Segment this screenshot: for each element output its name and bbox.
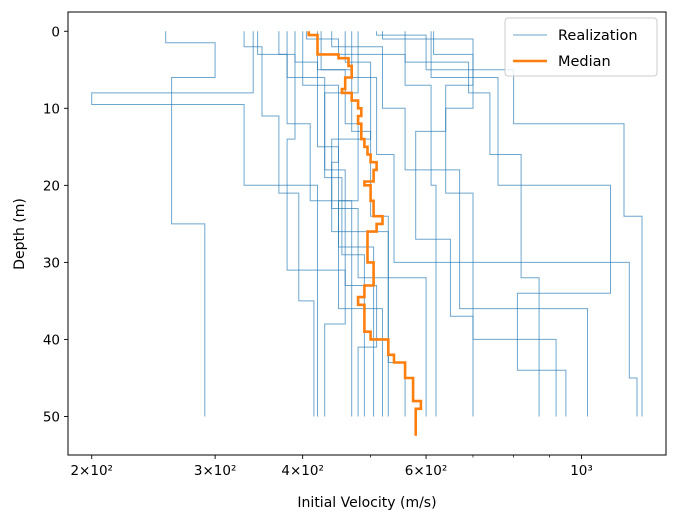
x-axis-ticks: 2×10² 3×10² 4×10² 6×10² 10³ xyxy=(70,455,593,479)
realization-line-1 xyxy=(165,31,216,417)
legend-realization-label: Realization xyxy=(558,28,638,44)
y-tick-label-0: 0 xyxy=(51,24,60,40)
realization-line-18 xyxy=(382,31,474,417)
realization-line-11 xyxy=(433,31,557,417)
y-tick-label-50: 50 xyxy=(43,409,60,425)
plot-frame xyxy=(67,11,667,456)
x-tick-label-200: 2×10² xyxy=(70,463,113,479)
legend: Realization Median xyxy=(504,17,658,77)
y-axis-title: Depth (m) xyxy=(12,198,28,270)
y-tick-label-10: 10 xyxy=(43,101,60,117)
realization-line-2 xyxy=(91,31,318,417)
y-tick-label-30: 30 xyxy=(43,255,60,271)
x-tick-label-300: 3×10² xyxy=(194,463,237,479)
median-line xyxy=(307,31,423,436)
realization-line-20 xyxy=(317,31,383,417)
y-axis-ticks: 0 10 20 30 40 50 xyxy=(43,24,68,425)
y-tick-label-20: 20 xyxy=(43,178,60,194)
realization-line-17 xyxy=(331,31,427,417)
legend-median-label: Median xyxy=(558,54,611,70)
realization-line-8 xyxy=(351,31,638,417)
x-tick-label-1000: 10³ xyxy=(570,463,593,479)
realization-line-10 xyxy=(404,31,540,417)
x-tick-label-400: 4×10² xyxy=(281,463,324,479)
realization-line-12 xyxy=(430,31,611,417)
realization-lines xyxy=(91,31,643,417)
realization-line-5 xyxy=(305,31,437,417)
x-tick-label-600: 6×10² xyxy=(405,463,448,479)
y-tick-label-40: 40 xyxy=(43,332,60,348)
realization-line-9 xyxy=(376,31,643,417)
realization-line-19 xyxy=(286,31,378,417)
realization-line-16 xyxy=(252,31,315,417)
realization-line-7 xyxy=(331,31,588,417)
median-profile-line xyxy=(307,31,423,436)
x-axis-title: Initial Velocity (m/s) xyxy=(297,495,436,511)
